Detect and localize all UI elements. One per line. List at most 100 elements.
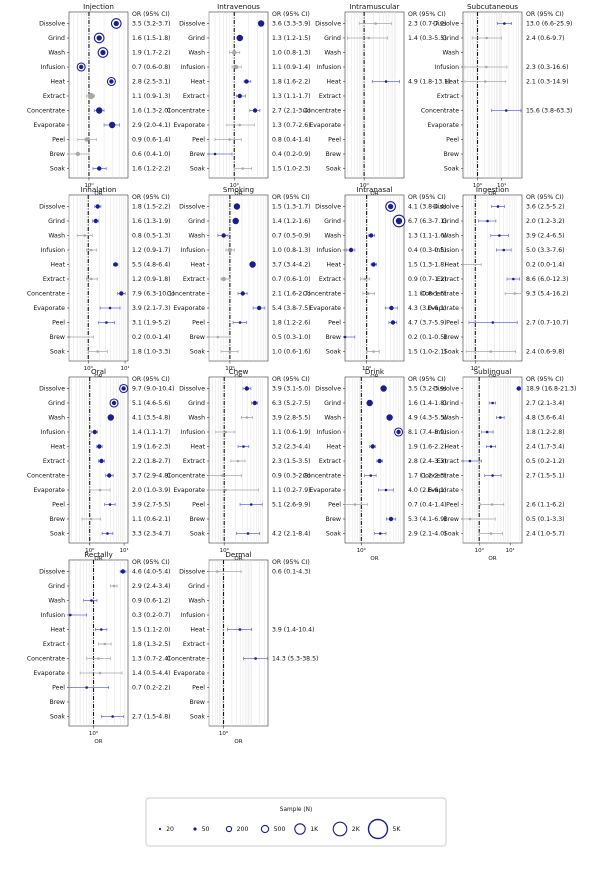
ci-text: 0.5 (0.2-1.2) [526,458,565,465]
row-label: Dissolve [179,204,205,211]
or-marker [221,233,226,238]
or-marker [245,416,249,419]
x-tick-label: 10¹ [119,547,128,554]
or-marker [224,430,228,434]
ci-text: 1.5 (1.3-1.8) [408,262,447,269]
or-marker [244,386,249,391]
ci-column-header: OR (95% CI) [526,194,564,201]
or-marker [106,532,109,535]
or-marker [489,350,493,353]
ci-column-header: OR (95% CI) [272,194,310,201]
or-marker [380,385,387,392]
or-marker [461,263,465,266]
or-marker [468,459,472,463]
row-label: Infusion [181,612,206,619]
x-axis-label: OR [234,739,242,745]
ci-text: 0.8 (0.5-1.3) [132,233,171,240]
row-label: Dissolve [433,21,459,28]
or-marker [369,474,373,477]
ci-text: 0.6 (0.4-1.0) [132,151,171,158]
row-label: Wash [48,50,65,57]
row-label: Soak [444,166,460,173]
or-marker [371,262,376,267]
or-marker [113,262,118,267]
or-marker [228,138,231,141]
row-label: Soak [190,349,206,356]
or-marker [384,80,388,83]
row-label: Wash [442,50,459,57]
row-label: Evaporate [427,487,459,494]
row-label: Wash [442,233,459,240]
ci-column-header: OR (95% CI) [132,194,170,201]
or-marker [87,92,95,100]
row-label: Heat [326,444,341,451]
row-label: Evaporate [173,487,205,494]
row-label: Extract [437,458,460,465]
row-label: Brew [49,699,65,706]
ci-text: 2.7 (1.5-5.1) [526,473,565,480]
ci-text: 0.8 (0.4-1.4) [272,137,311,144]
row-label: Peel [328,137,341,144]
or-marker [97,657,100,660]
row-label: Soak [444,349,460,356]
ci-text: 1.5 (1.3-1.7) [272,204,311,211]
row-label: Soak [190,166,206,173]
ci-text: 2.1 (1.6-2.7) [272,291,311,298]
x-axis-label: OR [94,739,102,745]
ci-text: 3.9 (3.1-5.0) [272,386,311,393]
row-label: Peel [52,685,65,692]
or-marker [96,35,102,41]
or-marker [85,686,88,689]
ci-text: 4.3 (3.0-6.1) [408,305,447,312]
or-marker [93,218,98,224]
x-axis-label: OR [370,191,378,197]
row-label: Heat [444,444,459,451]
or-marker [234,64,239,70]
row-label: Concentrate [421,291,459,298]
ci-text: 3.1 (1.9-5.2) [132,320,171,327]
or-marker [103,642,107,646]
ci-text: 1.0 (0.6-1.6) [272,349,311,356]
row-label: Infusion [317,247,342,254]
ci-text: 2.6 (1.1-6.2) [526,502,565,509]
row-label: Evaporate [427,122,459,129]
row-label: Grind [442,218,459,225]
legend-marker [225,825,233,833]
or-marker [96,350,99,353]
panel-title: Dermal [225,550,251,559]
or-marker [107,414,114,421]
row-label: Wash [188,233,205,240]
ci-text: 0.3 (0.2-0.7) [132,612,171,619]
row-label: Wash [188,50,205,57]
x-axis-label: OR [94,191,102,197]
or-marker [366,292,370,295]
ci-column-header: OR (95% CI) [408,376,446,383]
or-marker [486,219,489,223]
ci-text: 1.2 (0.9-1.7) [132,247,171,254]
ci-text: 0.4 (0.2-0.9) [272,151,311,158]
row-label: Soak [190,531,206,538]
or-marker [484,65,488,69]
or-marker [232,217,239,225]
legend-marker [367,818,389,840]
row-label: Brew [325,516,341,523]
row-label: Extract [319,458,342,465]
panel-title: Rectally [84,550,113,559]
row-label: Concentrate [303,473,341,480]
or-marker [238,628,242,631]
ci-column-header: OR (95% CI) [272,559,310,566]
row-label: Infusion [181,247,206,254]
ci-text: 0.5 (0.3-1.0) [272,334,311,341]
ci-text: 3.7 (2.9-4.8) [132,473,171,480]
or-marker [89,277,93,281]
ci-text: 4.7 (3.7-5.9) [408,320,447,327]
ci-text: 9.3 (5.4-16.2) [526,291,569,298]
ci-text: 5.1 (4.6-5.6) [132,400,171,407]
or-marker [121,386,126,391]
ci-text: 1.1 (0.9-1.4) [272,64,311,71]
row-label: Brew [443,516,459,523]
row-label: Heat [190,79,205,86]
ci-text: 4.1 (3.8-4.4) [408,204,447,211]
